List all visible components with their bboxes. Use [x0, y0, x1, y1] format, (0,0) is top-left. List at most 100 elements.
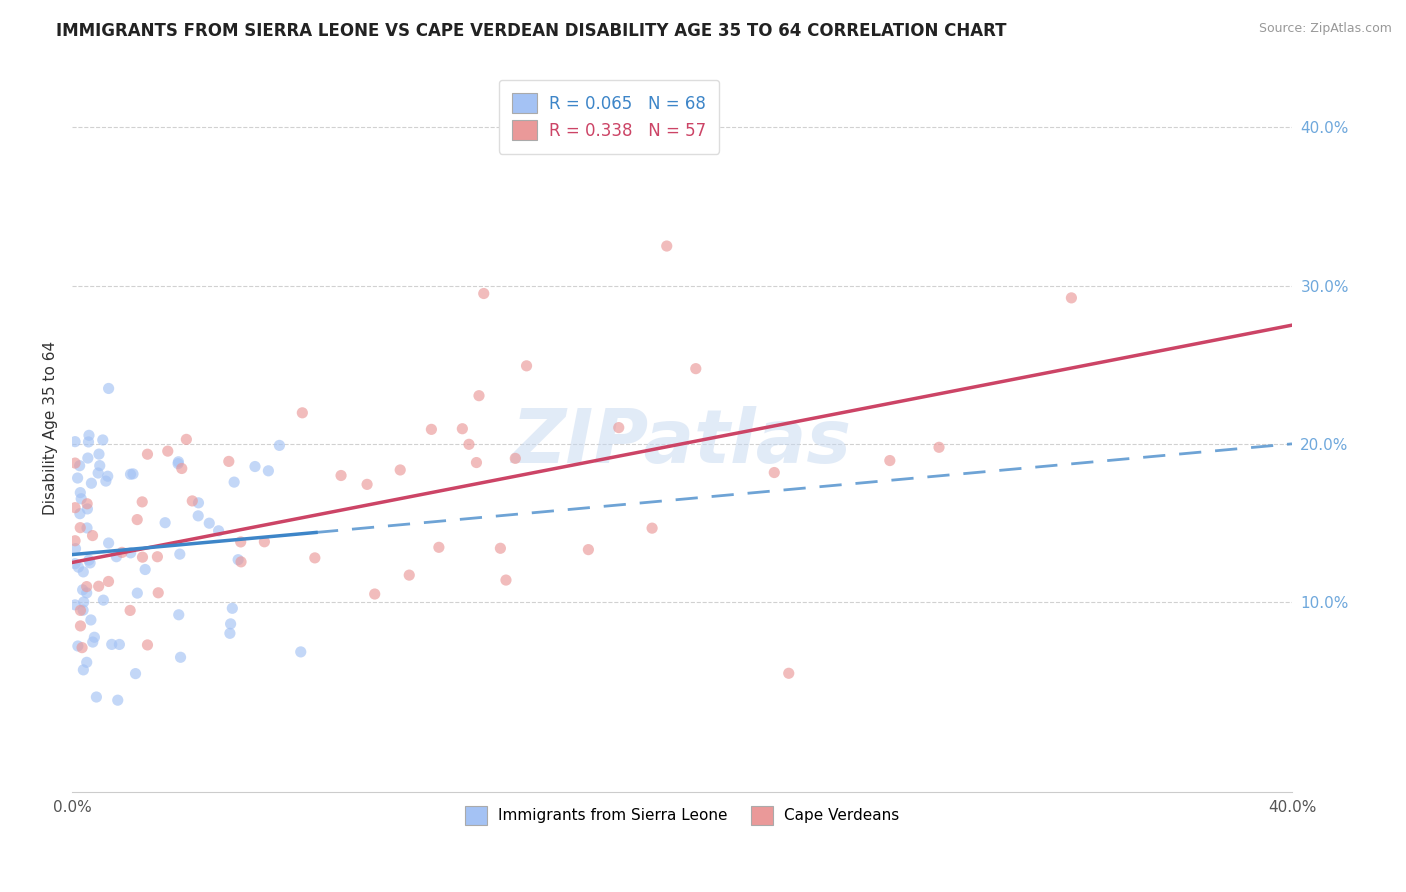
Point [111, 545, 134, 559]
Point [187, 496, 209, 510]
Point [76, 502, 98, 516]
Point [77, 434, 100, 449]
Point [69, 507, 91, 521]
Point [69, 521, 91, 535]
Point [451, 422, 474, 436]
Point [167, 607, 190, 622]
Point [468, 389, 491, 403]
Point [69, 619, 91, 633]
Point [76, 521, 98, 535]
Point [122, 467, 145, 481]
Point [257, 464, 280, 478]
Point [72, 565, 94, 579]
Point [291, 406, 314, 420]
Text: ZIPatlas: ZIPatlas [512, 406, 852, 479]
Point [63, 500, 86, 515]
Point [253, 534, 276, 549]
Point [89, 458, 111, 473]
Point [70, 491, 93, 506]
Point [685, 361, 707, 376]
Point [420, 422, 443, 436]
Point [72, 663, 94, 677]
Point [516, 359, 538, 373]
Point [63, 434, 86, 449]
Point [778, 666, 800, 681]
Point [76, 497, 98, 511]
Point [364, 587, 387, 601]
Point [97, 536, 120, 550]
Point [427, 541, 450, 555]
Point [229, 535, 252, 549]
Point [1060, 291, 1083, 305]
Point [79, 556, 101, 570]
Point [763, 466, 786, 480]
Point [63, 557, 86, 571]
Point [641, 521, 664, 535]
Point [83, 630, 105, 644]
Point [131, 495, 153, 509]
Point [458, 437, 481, 451]
Point [219, 626, 242, 640]
Point [170, 461, 193, 475]
Point [69, 603, 91, 617]
Point [82, 635, 104, 649]
Point [76, 656, 98, 670]
Point [127, 586, 149, 600]
Point [66, 639, 89, 653]
Point [107, 693, 129, 707]
Point [472, 286, 495, 301]
Point [398, 568, 420, 582]
Point [63, 598, 86, 612]
Point [73, 595, 96, 609]
Point [176, 433, 198, 447]
Point [576, 542, 599, 557]
Point [330, 468, 353, 483]
Legend: Immigrants from Sierra Leone, Cape Verdeans: Immigrants from Sierra Leone, Cape Verde… [454, 796, 910, 835]
Point [87, 447, 110, 461]
Y-axis label: Disability Age 35 to 64: Disability Age 35 to 64 [44, 341, 58, 515]
Point [120, 603, 142, 617]
Point [72, 603, 94, 617]
Point [91, 433, 114, 447]
Point [928, 440, 950, 454]
Point [120, 546, 142, 560]
Point [146, 549, 169, 564]
Point [655, 239, 678, 253]
Point [97, 574, 120, 589]
Point [80, 476, 103, 491]
Point [93, 593, 115, 607]
Point [169, 547, 191, 561]
Point [226, 552, 249, 566]
Point [124, 666, 146, 681]
Point [505, 451, 527, 466]
Point [97, 469, 120, 483]
Point [224, 475, 246, 489]
Text: Source: ZipAtlas.com: Source: ZipAtlas.com [1258, 22, 1392, 36]
Point [169, 650, 191, 665]
Point [76, 586, 98, 600]
Point [77, 428, 100, 442]
Point [136, 447, 159, 461]
Point [356, 477, 378, 491]
Point [94, 474, 117, 488]
Point [495, 573, 517, 587]
Point [181, 494, 204, 508]
Point [218, 454, 240, 468]
Point [219, 616, 242, 631]
Point [86, 690, 108, 704]
Point [66, 471, 89, 485]
Point [63, 533, 86, 548]
Text: IMMIGRANTS FROM SIERRA LEONE VS CAPE VERDEAN DISABILITY AGE 35 TO 64 CORRELATION: IMMIGRANTS FROM SIERRA LEONE VS CAPE VER… [56, 22, 1007, 40]
Point [80, 613, 103, 627]
Point [120, 467, 142, 482]
Point [76, 451, 98, 466]
Point [153, 516, 176, 530]
Point [389, 463, 412, 477]
Point [207, 524, 229, 538]
Point [198, 516, 221, 531]
Point [87, 579, 110, 593]
Point [304, 550, 326, 565]
Point [229, 555, 252, 569]
Point [69, 458, 91, 473]
Point [127, 512, 149, 526]
